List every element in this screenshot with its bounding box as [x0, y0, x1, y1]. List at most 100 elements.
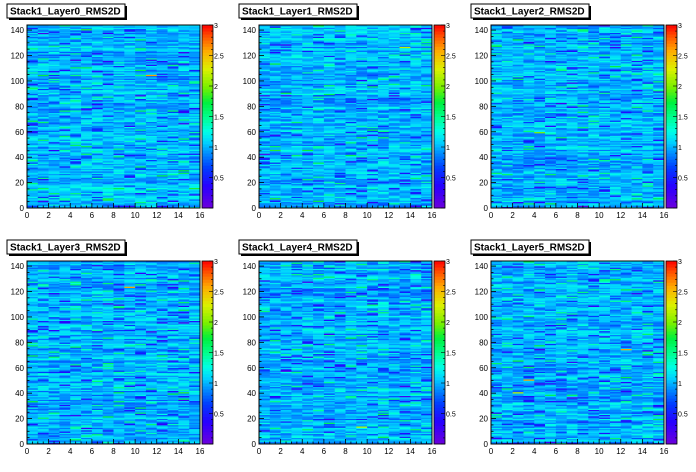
heatmap-cell [81, 33, 93, 36]
heatmap-cell [377, 181, 390, 183]
heatmap-cell [102, 36, 114, 39]
heatmap-cell [113, 190, 125, 192]
heatmap-cell [70, 154, 82, 157]
heatmap-cell [156, 91, 168, 93]
heatmap-cell [345, 182, 357, 185]
heatmap-cell [102, 110, 114, 112]
heatmap-cell [189, 139, 201, 141]
heatmap-cell [48, 129, 60, 131]
heatmap-cell [178, 153, 190, 155]
heatmap-cell [410, 169, 422, 172]
heatmap-cell [145, 38, 158, 41]
heatmap-cell [37, 185, 49, 187]
heatmap-cell [113, 68, 125, 70]
heatmap-cell [113, 122, 125, 125]
heatmap-cell [156, 127, 168, 130]
heatmap-cell [124, 133, 136, 135]
heatmap-cell [189, 185, 201, 187]
heatmap-cell [421, 202, 433, 205]
heatmap-cell [81, 150, 93, 153]
heatmap-cell [259, 177, 271, 180]
heatmap-cell [113, 135, 125, 138]
heatmap-cell [124, 78, 136, 80]
heatmap-cell [59, 129, 71, 131]
heatmap-cell [113, 94, 125, 97]
heatmap-cell [135, 78, 147, 80]
heatmap-cell [91, 51, 103, 54]
heatmap-cell [37, 88, 49, 91]
heatmap-cell [59, 171, 71, 173]
heatmap-cell [81, 110, 93, 112]
heatmap-cell [48, 107, 60, 110]
heatmap-cell [124, 36, 136, 39]
heatmap-cell [113, 126, 125, 129]
heatmap-cell [27, 41, 39, 44]
heatmap-cell [259, 192, 271, 195]
heatmap-cell [135, 31, 147, 33]
heatmap-cell [302, 166, 314, 168]
heatmap-cell [48, 138, 60, 140]
heatmap-cell [37, 46, 49, 49]
heatmap-cell [37, 66, 49, 69]
heatmap-cell [91, 38, 103, 41]
heatmap-cell [189, 130, 201, 133]
heatmap-cell [145, 102, 158, 105]
heatmap-cell [367, 178, 379, 181]
x-tick-label: 2 [278, 211, 283, 220]
heatmap-cell [70, 185, 82, 187]
heatmap-cell [280, 188, 292, 191]
heatmap-cell [91, 131, 103, 134]
heatmap-cell [259, 169, 271, 172]
x-tick-label: 8 [111, 211, 116, 220]
heatmap-cell [37, 56, 49, 59]
heatmap-cell [27, 27, 39, 30]
heatmap-cell [145, 111, 158, 113]
heatmap-cell [156, 172, 168, 174]
heatmap-cell [81, 25, 93, 27]
heatmap-cell [189, 50, 201, 52]
heatmap-cell [167, 168, 179, 171]
heatmap-cell [280, 182, 292, 185]
heatmap-cell [135, 108, 147, 111]
heatmap-cell [156, 38, 168, 41]
heatmap-cell [70, 204, 82, 206]
heatmap-cell [189, 158, 201, 161]
heatmap-cell [37, 178, 49, 181]
heatmap-cell [135, 163, 147, 166]
heatmap-cell [37, 177, 49, 180]
heatmap-cell [91, 163, 103, 166]
heatmap-cell [259, 195, 271, 197]
heatmap-cell [167, 60, 179, 63]
heatmap-cell [91, 159, 103, 162]
heatmap-cell [59, 125, 71, 127]
heatmap-cell [189, 84, 201, 87]
heatmap-cell [37, 159, 49, 162]
heatmap-cell [102, 74, 114, 77]
heatmap-cell [145, 164, 158, 167]
heatmap-cell [313, 171, 325, 173]
heatmap-cell [124, 25, 136, 27]
x-tick-label: 4 [300, 211, 305, 220]
heatmap-cell [37, 28, 49, 31]
palette-segment [202, 67, 213, 72]
palette-tick-label: 2.5 [446, 54, 456, 61]
heatmap-cell [167, 45, 179, 47]
heatmap-cell [189, 190, 201, 192]
heatmap-cell [189, 56, 201, 59]
heatmap-cell [70, 92, 82, 94]
heatmap-cell [59, 143, 71, 145]
heatmap-cell [189, 138, 201, 140]
heatmap-cell [280, 202, 292, 205]
heatmap-cell [48, 182, 60, 185]
palette-segment [202, 34, 213, 38]
heatmap-cell [167, 178, 179, 181]
heatmap-cell [81, 120, 93, 122]
heatmap-cell [388, 202, 400, 205]
heatmap-cell [37, 99, 49, 102]
heatmap-cell [145, 152, 158, 154]
heatmap-cell [145, 124, 158, 126]
heatmap-cell [356, 199, 368, 201]
heatmap-cell [27, 154, 39, 157]
heatmap-cell [91, 121, 103, 124]
heatmap-cell [124, 66, 136, 69]
